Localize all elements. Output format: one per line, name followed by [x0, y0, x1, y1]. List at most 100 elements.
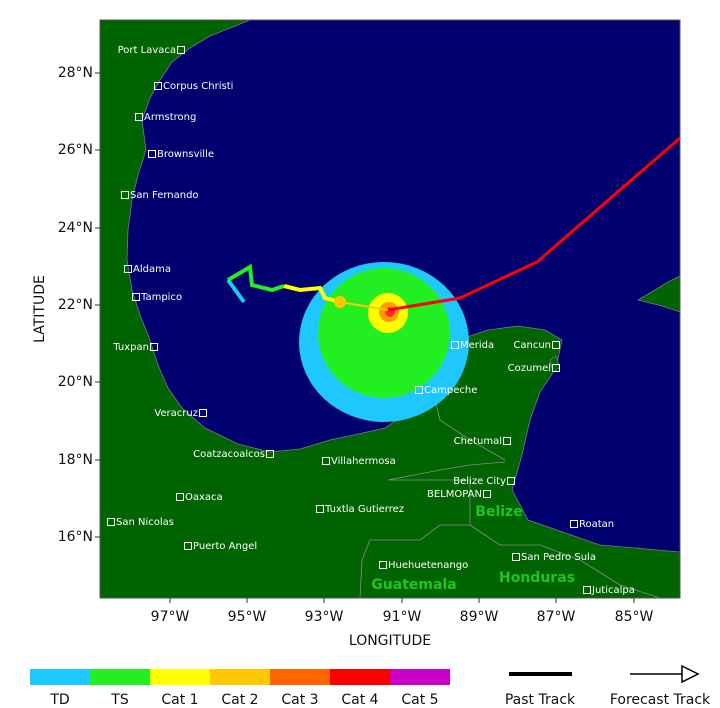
city-label: Chetumal — [454, 436, 502, 447]
city-label: San Nicolas — [116, 517, 174, 528]
country-label: Belize — [475, 504, 522, 520]
map: Port Lavaca Corpus Christi Armstrong Browns… — [100, 20, 680, 598]
land — [100, 20, 680, 598]
city-marker — [121, 191, 129, 199]
past-track — [283, 284, 341, 304]
city-marker — [570, 520, 578, 528]
city-label: Belize City — [453, 476, 506, 487]
island — [636, 275, 680, 313]
country-label: Honduras — [499, 570, 575, 586]
lon-tick-label: 97°W — [151, 609, 190, 625]
past-track — [339, 301, 389, 311]
city-label: Coatzacoalcos — [193, 449, 265, 460]
city-marker — [552, 341, 560, 349]
city-marker — [184, 542, 192, 550]
city-marker — [150, 343, 158, 351]
city-label: Cozumel — [508, 363, 551, 374]
lat-tick-label: 24°N — [58, 220, 93, 236]
legend-label: Past Track — [505, 692, 576, 708]
legend-label: Cat 2 — [221, 692, 258, 708]
city-label: Huehuetenango — [388, 560, 468, 571]
lon-tick-label: 87°W — [537, 609, 576, 625]
legend-label: Forecast Track — [610, 692, 711, 708]
forecast-track — [387, 136, 680, 312]
lat-tick-label: 28°N — [58, 65, 93, 81]
city-marker — [176, 493, 184, 501]
lat-tick-label: 16°N — [58, 529, 93, 545]
city-marker — [512, 553, 520, 561]
city-label: Brownsville — [157, 149, 214, 160]
city-marker — [107, 518, 115, 526]
x-axis-label: LONGITUDE — [349, 633, 431, 649]
lon-tick-label: 89°W — [460, 609, 499, 625]
wind-field-ts — [318, 268, 450, 398]
lon-tick-label: 85°W — [615, 609, 654, 625]
city-marker — [583, 586, 591, 594]
city-marker — [415, 386, 423, 394]
city-marker — [154, 82, 162, 90]
city-label: San Fernando — [130, 190, 199, 201]
legend-swatch — [390, 669, 450, 685]
legend-label: Cat 4 — [341, 692, 378, 708]
city-label: Campeche — [424, 385, 477, 396]
legend-swatch — [270, 669, 330, 685]
city-marker — [266, 450, 274, 458]
city-marker — [148, 150, 156, 158]
legend-swatch — [330, 669, 390, 685]
country-label: Guatemala — [371, 577, 456, 593]
legend-label: TD — [49, 692, 69, 708]
city-label: Aldama — [133, 264, 171, 275]
city-label: Villahermosa — [331, 456, 396, 467]
legend-swatch — [210, 669, 270, 685]
city-label: Merida — [460, 340, 494, 351]
city-label: Veracruz — [154, 408, 198, 419]
city-marker — [135, 113, 143, 121]
lon-tick-label: 91°W — [383, 609, 422, 625]
past-track — [226, 278, 246, 304]
city-label: Juticalpa — [591, 585, 635, 596]
y-axis-label: LATITUDE — [32, 275, 48, 343]
city-marker — [552, 364, 560, 372]
past-track — [226, 263, 285, 293]
track-point — [334, 296, 346, 308]
legend-swatch — [90, 669, 150, 685]
city-marker — [483, 490, 491, 498]
legend-swatch — [150, 669, 210, 685]
legend-swatch — [30, 669, 90, 685]
city-marker — [451, 341, 459, 349]
city-label: BELMOPAN — [427, 489, 482, 500]
city-marker — [316, 505, 324, 513]
city-label: Roatan — [579, 519, 614, 530]
city-marker — [177, 46, 185, 54]
city-marker — [507, 477, 515, 485]
city-marker — [322, 457, 330, 465]
lat-tick-label: 22°N — [58, 297, 93, 313]
map-frame — [99, 19, 681, 599]
city-label: Armstrong — [144, 112, 196, 123]
city-marker — [379, 561, 387, 569]
cities: Port Lavaca Corpus Christi Armstrong Browns… — [107, 45, 635, 596]
city-label: Tampico — [140, 292, 182, 303]
city-marker — [124, 265, 132, 273]
city-label: Tuxtla Gutierrez — [324, 504, 404, 515]
city-label: Oaxaca — [185, 492, 223, 503]
lat-tick-label: 20°N — [58, 374, 93, 390]
legend-label: Cat 1 — [161, 692, 198, 708]
border — [469, 524, 661, 598]
city-label: Cancun — [513, 340, 551, 351]
lat-tick-label: 18°N — [58, 452, 93, 468]
city-label: San Pedro Sula — [521, 552, 596, 563]
lon-tick-label: 93°W — [305, 609, 344, 625]
forecast-track-arrow — [681, 664, 700, 684]
city-marker — [503, 437, 511, 445]
city-label: Port Lavaca — [118, 45, 176, 56]
city-marker — [199, 409, 207, 417]
legend-label: Cat 5 — [401, 692, 438, 708]
legend-label: Cat 3 — [281, 692, 318, 708]
lat-tick-label: 26°N — [58, 142, 93, 158]
city-label: Puerto Angel — [193, 541, 257, 552]
lon-tick-label: 95°W — [228, 609, 267, 625]
city-label: Corpus Christi — [163, 81, 233, 92]
legend-label: TS — [110, 692, 129, 708]
